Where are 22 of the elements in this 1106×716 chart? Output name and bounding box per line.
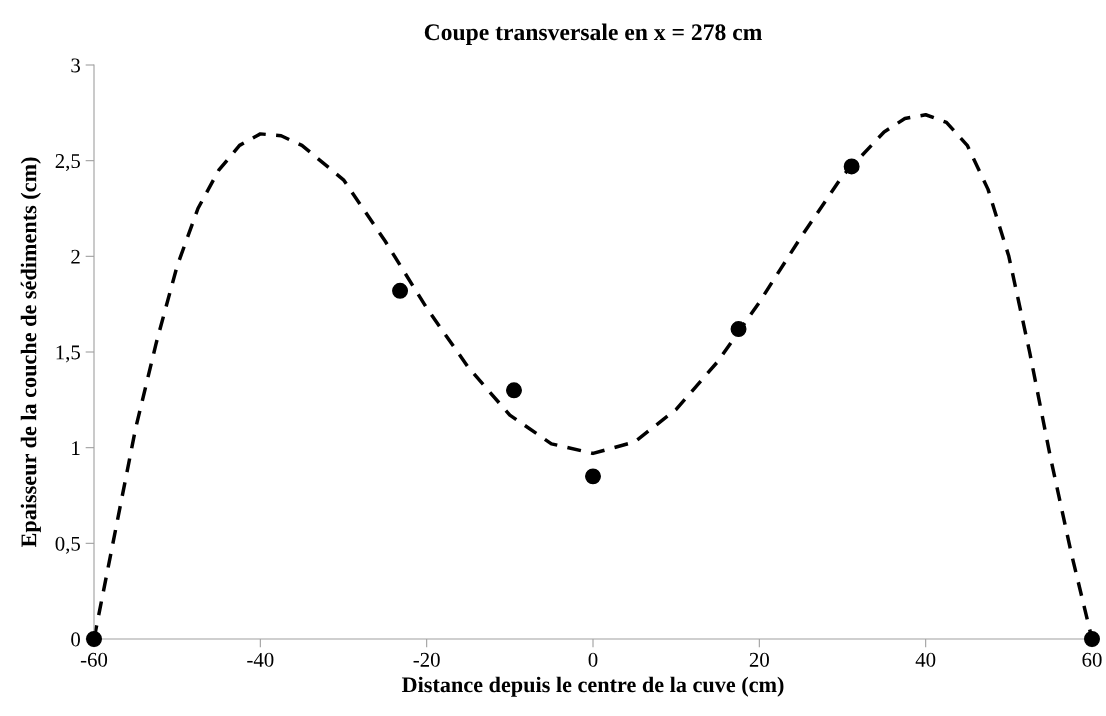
point bbox=[392, 282, 409, 299]
y-tick-label: 0 bbox=[71, 632, 81, 647]
x-tick-label: 0 bbox=[588, 652, 598, 667]
point bbox=[843, 158, 860, 175]
point bbox=[730, 321, 747, 338]
y-axis-title: Epaisseur de la couche de sédiments (cm) bbox=[20, 157, 41, 548]
y-tick-label: 0,5 bbox=[55, 536, 80, 554]
y-tick-label: 2 bbox=[71, 249, 80, 264]
x-tick-label: -40 bbox=[247, 652, 274, 667]
y-tick-label: 1 bbox=[72, 441, 80, 455]
point bbox=[585, 468, 601, 485]
x-tick-label: -20 bbox=[413, 652, 440, 667]
y-tick-label: 2,5 bbox=[55, 154, 80, 172]
x-tick-label: 40 bbox=[915, 652, 936, 667]
point bbox=[506, 382, 522, 399]
x-tick-label: 20 bbox=[749, 652, 769, 667]
chart-title: Coupe transversale en x = 278 cm bbox=[424, 23, 762, 46]
x-axis-title: Distance depuis le centre de la cuve (cm) bbox=[401, 676, 784, 697]
x-tick-label: 60 bbox=[1082, 652, 1102, 667]
y-tick-label: 1,5 bbox=[56, 345, 80, 363]
y-tick-label: 3 bbox=[71, 58, 80, 73]
x-tick-label: -60 bbox=[80, 652, 108, 667]
